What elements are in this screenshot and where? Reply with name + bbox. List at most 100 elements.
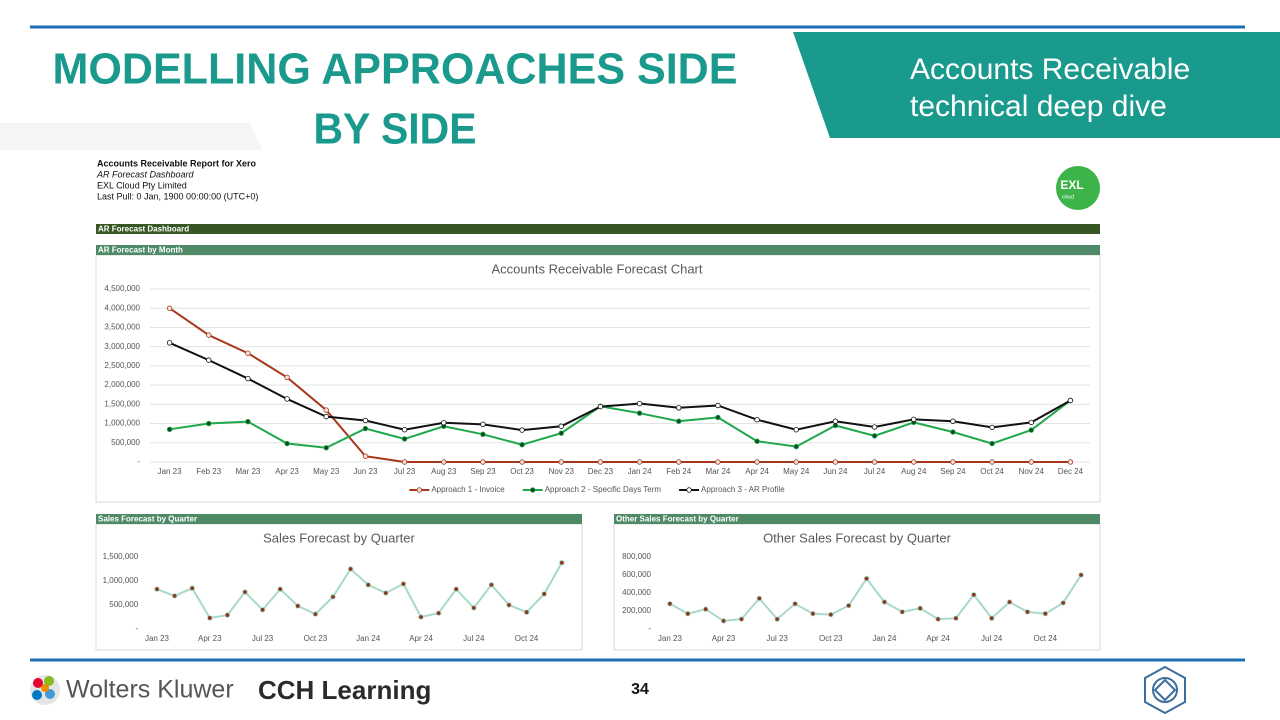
y-tick-label: 2,000,000 bbox=[104, 380, 140, 389]
series-marker bbox=[166, 340, 173, 346]
series-marker bbox=[1028, 459, 1034, 465]
x-tick-label: May 23 bbox=[313, 467, 340, 476]
y-tick-label: 2,500,000 bbox=[104, 361, 140, 370]
series-marker bbox=[754, 417, 760, 423]
series-marker bbox=[245, 418, 251, 425]
series-marker bbox=[845, 602, 852, 609]
series-marker bbox=[284, 396, 290, 402]
series-marker bbox=[245, 375, 251, 382]
panel-bar-label: AR Forecast by Month bbox=[98, 246, 183, 255]
series-marker bbox=[871, 459, 878, 465]
series-marker bbox=[383, 590, 389, 596]
y-tick-label: 1,000,000 bbox=[103, 576, 139, 585]
dashboard-bar-label: AR Forecast Dashboard bbox=[98, 225, 189, 234]
x-tick-label: Feb 24 bbox=[666, 467, 691, 476]
series-marker bbox=[242, 589, 248, 595]
series-marker bbox=[362, 453, 369, 459]
series-marker bbox=[738, 616, 745, 622]
x-tick-label: Oct 24 bbox=[515, 634, 539, 643]
y-tick-label: 3,000,000 bbox=[104, 342, 140, 351]
report-subtitle: AR Forecast Dashboard bbox=[96, 169, 195, 179]
slide-title: MODELLING APPROACHES SIDE bbox=[53, 45, 738, 94]
series-marker bbox=[488, 582, 495, 588]
series-marker bbox=[558, 423, 564, 429]
series-marker bbox=[597, 403, 604, 410]
product: CCH Learning bbox=[258, 675, 431, 705]
x-tick-label: Mar 24 bbox=[705, 467, 730, 476]
series-marker bbox=[793, 427, 799, 433]
series-marker bbox=[899, 609, 906, 615]
series-marker bbox=[441, 459, 447, 465]
series-marker bbox=[480, 459, 486, 465]
series-marker bbox=[1060, 600, 1066, 606]
wk-logo bbox=[30, 675, 60, 705]
panel-bar-label: Sales Forecast by Quarter bbox=[98, 515, 197, 524]
panel bbox=[613, 523, 1101, 651]
series-marker bbox=[911, 459, 917, 465]
series-marker bbox=[793, 443, 799, 450]
series-marker bbox=[284, 374, 290, 381]
y-tick-label: 1,500,000 bbox=[104, 399, 140, 408]
wk-logo-dot bbox=[41, 684, 49, 692]
x-tick-label: Jul 24 bbox=[864, 467, 886, 476]
series-marker bbox=[224, 612, 231, 618]
x-tick-label: Apr 24 bbox=[926, 634, 950, 643]
subtitle: Accounts Receivable bbox=[910, 53, 1190, 86]
cert-icon bbox=[1144, 665, 1186, 715]
series-marker bbox=[541, 591, 547, 597]
series-marker bbox=[715, 459, 721, 465]
series-marker bbox=[685, 611, 691, 617]
x-tick-label: Jul 24 bbox=[981, 634, 1003, 643]
x-tick-label: Apr 23 bbox=[712, 634, 736, 643]
series-marker bbox=[774, 616, 780, 622]
series-marker bbox=[667, 601, 673, 607]
x-tick-label: Feb 23 bbox=[196, 467, 221, 476]
series-marker bbox=[676, 459, 682, 465]
backdrop-shape bbox=[0, 123, 262, 150]
series-marker bbox=[988, 615, 995, 621]
x-tick-label: Aug 24 bbox=[901, 467, 927, 476]
series-line bbox=[669, 574, 1082, 622]
dashboard-bar bbox=[96, 224, 1100, 234]
series-marker bbox=[480, 431, 486, 438]
panel-bar bbox=[96, 245, 1100, 255]
y-tick-label: 1,000,000 bbox=[104, 419, 140, 428]
report-last-pull: Last Pull: 0 Jan, 1900 00:00:00 (UTC+0) bbox=[97, 191, 258, 201]
x-tick-label: Jan 24 bbox=[872, 634, 897, 643]
cert-icon-hex bbox=[1144, 665, 1186, 715]
series-marker bbox=[558, 459, 564, 465]
series-marker bbox=[323, 413, 329, 420]
series-line bbox=[169, 399, 1072, 449]
series-marker bbox=[793, 459, 799, 465]
series-marker bbox=[1024, 609, 1031, 615]
series-line bbox=[156, 562, 563, 620]
subtitle-banner bbox=[793, 32, 1280, 138]
x-tick-label: Jun 23 bbox=[353, 467, 378, 476]
subtitle: technical deep dive bbox=[910, 90, 1167, 123]
series-marker bbox=[435, 610, 442, 616]
x-tick-label: Oct 23 bbox=[510, 467, 534, 476]
series-marker bbox=[792, 601, 798, 607]
series-marker bbox=[754, 438, 760, 444]
y-tick-label: 400,000 bbox=[622, 588, 651, 597]
series-marker bbox=[453, 586, 459, 592]
x-tick-label: Apr 23 bbox=[198, 634, 222, 643]
series-marker bbox=[832, 418, 839, 424]
legend-marker bbox=[416, 487, 423, 493]
series-marker bbox=[754, 459, 760, 465]
series-marker bbox=[636, 410, 643, 416]
series-marker bbox=[362, 425, 369, 432]
cert-icon-ring bbox=[1152, 677, 1178, 703]
series-marker bbox=[418, 614, 424, 620]
x-tick-label: Jan 23 bbox=[145, 634, 170, 643]
series-marker bbox=[365, 582, 371, 588]
series-marker bbox=[207, 615, 213, 621]
x-tick-label: Oct 23 bbox=[304, 634, 328, 643]
series-marker bbox=[362, 417, 369, 424]
series-marker bbox=[702, 606, 709, 612]
cert-icon-knot bbox=[1153, 678, 1177, 702]
series-marker bbox=[636, 459, 643, 465]
series-marker bbox=[871, 433, 878, 439]
x-tick-label: Jan 24 bbox=[628, 467, 653, 476]
y-tick-label: - bbox=[136, 624, 139, 633]
